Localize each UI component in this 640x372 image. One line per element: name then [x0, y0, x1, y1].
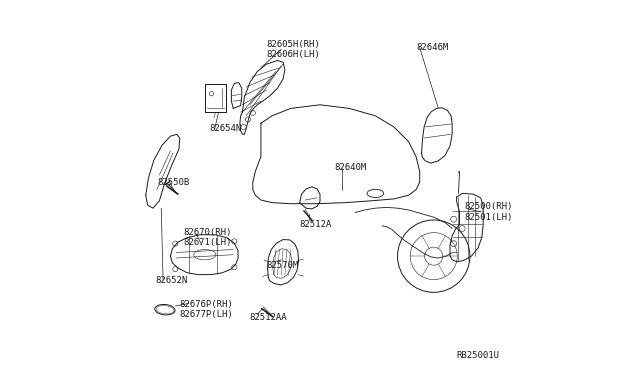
Text: 82654N: 82654N — [209, 124, 241, 133]
Text: 82570M: 82570M — [266, 261, 299, 270]
Text: 82646M: 82646M — [416, 43, 448, 52]
Text: 82670(RH)
82671(LH): 82670(RH) 82671(LH) — [184, 228, 232, 247]
Text: 82512AA: 82512AA — [250, 312, 287, 321]
Text: 82512A: 82512A — [300, 220, 332, 229]
Text: 82640M: 82640M — [335, 163, 367, 172]
Text: 82500(RH)
82501(LH): 82500(RH) 82501(LH) — [464, 202, 513, 222]
Text: 82605H(RH)
82606H(LH): 82605H(RH) 82606H(LH) — [266, 40, 320, 59]
Text: 82550B: 82550B — [157, 178, 190, 187]
Text: 82676P(RH)
82677P(LH): 82676P(RH) 82677P(LH) — [180, 300, 234, 320]
Text: RB25001U: RB25001U — [456, 351, 500, 360]
Text: 82652N: 82652N — [156, 276, 188, 285]
